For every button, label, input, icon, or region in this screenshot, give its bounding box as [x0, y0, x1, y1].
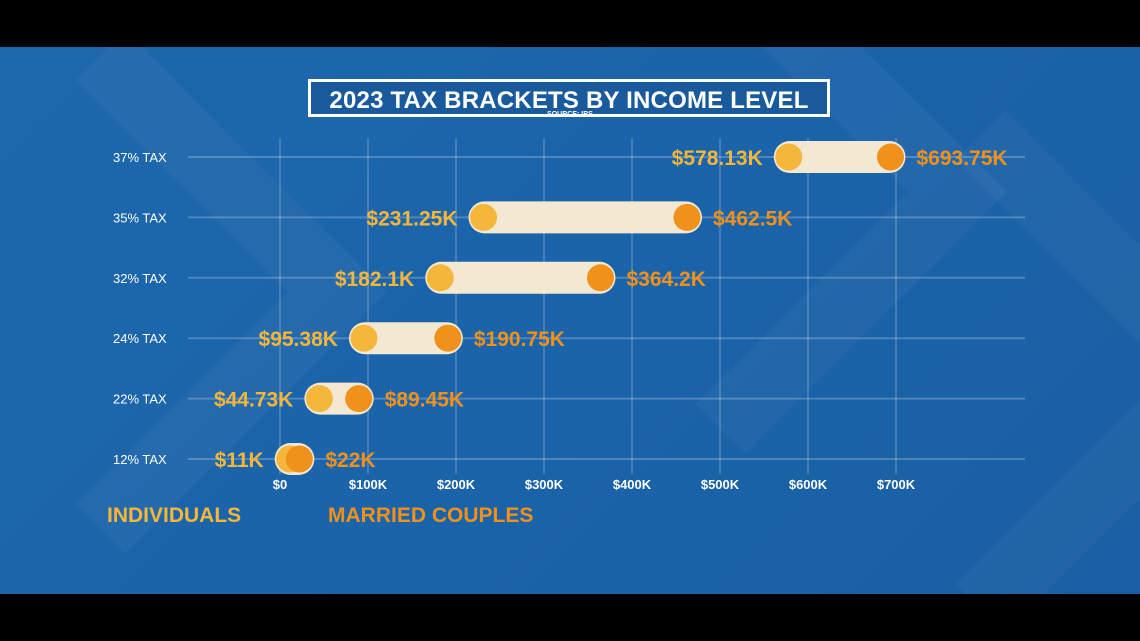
- married-point: [345, 385, 373, 413]
- category-label: 37% TAX: [113, 150, 167, 165]
- range-bar: [425, 261, 616, 294]
- married-value-label: $22K: [325, 449, 375, 472]
- range-bar: [348, 322, 463, 355]
- chart-title-box: 2023 TAX BRACKETS BY INCOME LEVEL: [308, 79, 830, 117]
- category-label: 35% TAX: [113, 210, 167, 225]
- x-tick-label: $700K: [877, 477, 916, 492]
- range-bar: [773, 141, 906, 173]
- individuals-value-label: $11K: [215, 449, 264, 472]
- married-point: [285, 445, 313, 473]
- individuals-point: [470, 203, 497, 231]
- individuals-value-label: $231.25K: [366, 207, 457, 230]
- x-tick-label: $100K: [349, 477, 388, 492]
- x-tick-label: $500K: [701, 477, 740, 492]
- category-label: 22% TAX: [113, 392, 167, 407]
- category-label: 12% TAX: [113, 452, 167, 467]
- chart-source: SOURCE: IRS: [547, 111, 593, 118]
- x-tick-label: $200K: [437, 477, 476, 492]
- married-point: [877, 143, 904, 171]
- x-tick-label: $400K: [613, 477, 652, 492]
- category-label: 32% TAX: [113, 271, 167, 286]
- married-value-label: $190.75K: [474, 328, 565, 351]
- individuals-point: [350, 324, 378, 352]
- married-point: [673, 203, 701, 231]
- married-value-label: $462.5K: [713, 207, 792, 230]
- legend-married-couples: MARRIED COUPLES: [328, 504, 534, 527]
- individuals-point: [426, 264, 454, 292]
- individuals-value-label: $44.73K: [214, 389, 293, 412]
- individuals-value-label: $95.38K: [259, 328, 338, 351]
- married-value-label: $89.45K: [385, 389, 464, 412]
- individuals-value-label: $182.1K: [335, 268, 414, 291]
- legend-individuals: INDIVIDUALS: [107, 504, 242, 527]
- category-label: 24% TAX: [113, 331, 167, 346]
- x-tick-label: $600K: [789, 477, 828, 492]
- individuals-value-label: $578.13K: [672, 147, 763, 170]
- individuals-point: [775, 143, 803, 171]
- married-point: [434, 324, 462, 352]
- chart-frame: [0, 47, 1140, 594]
- range-bar: [468, 201, 702, 234]
- x-tick-label: $0: [273, 477, 287, 492]
- chart-title: 2023 TAX BRACKETS BY INCOME LEVEL: [329, 87, 809, 114]
- married-value-label: $364.2K: [626, 268, 705, 291]
- married-value-label: $693.75K: [917, 147, 1008, 170]
- married-point: [586, 264, 614, 292]
- x-tick-label: $300K: [525, 477, 564, 492]
- individuals-point: [305, 385, 333, 413]
